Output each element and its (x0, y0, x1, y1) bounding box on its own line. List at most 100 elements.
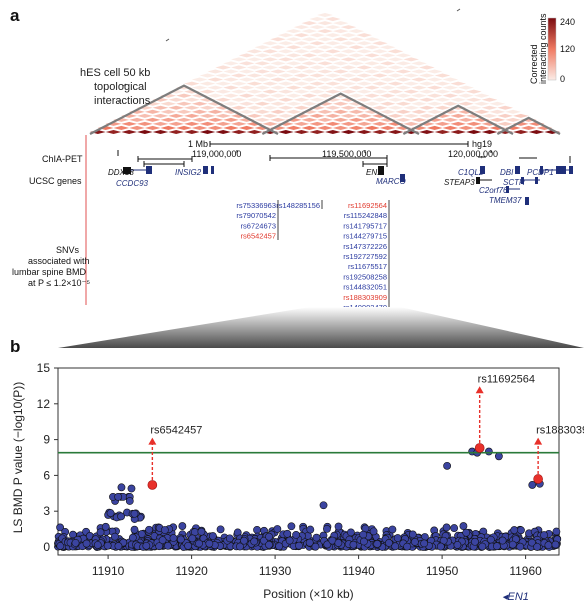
heatmap-cell (340, 129, 357, 134)
en1-marker: ◂EN1 (502, 591, 529, 603)
heatmap-cell (317, 29, 333, 34)
heatmap-cell (332, 85, 349, 90)
heatmap-cell (270, 109, 286, 114)
heatmap-cell (442, 109, 459, 114)
heatmap-cell (199, 89, 216, 94)
data-point (208, 532, 217, 540)
heatmap-cell (301, 21, 318, 26)
data-point (188, 534, 197, 543)
heatmap-cell (270, 45, 286, 50)
heatmap-cell (340, 89, 357, 94)
data-point (283, 529, 292, 538)
data-point (137, 530, 146, 538)
data-point (517, 526, 525, 535)
data-point (334, 539, 343, 547)
heatmap-cell (309, 113, 325, 118)
heatmap-cell (325, 65, 341, 70)
heatmap-cell (215, 65, 231, 70)
heatmap-cell (348, 37, 365, 42)
heatmap-cell (270, 125, 286, 130)
data-point (56, 523, 64, 532)
heatmap-cell (372, 65, 388, 70)
heatmap-cell (254, 69, 271, 74)
data-point (533, 542, 542, 551)
data-point (117, 483, 126, 492)
data-point (552, 527, 561, 536)
heatmap-cell (348, 29, 365, 34)
heatmap-cell (473, 117, 490, 122)
data-point (82, 539, 91, 548)
heatmap-cell (278, 73, 294, 78)
heatmap-cell (372, 89, 388, 94)
heatmap-cell (301, 85, 318, 90)
heatmap-cell (332, 109, 349, 114)
heatmap-cell (168, 97, 184, 102)
heatmap-cell (278, 89, 294, 94)
heatmap-cell (144, 117, 161, 122)
heatmap-cell (309, 73, 325, 78)
heatmap-cell (285, 109, 302, 114)
heatmap-cell (309, 65, 325, 70)
heatmap-cell (309, 81, 325, 86)
heatmap-cell (340, 73, 357, 78)
heatmap-cell (160, 117, 177, 122)
heatmap-cell (317, 61, 333, 66)
heatmap-cell (246, 49, 263, 54)
heatmap-cell (411, 69, 427, 74)
heatmap-cell (372, 73, 388, 78)
heatmap-cell (215, 73, 231, 78)
heatmap-cell (309, 41, 325, 46)
heatmap-cell (113, 125, 130, 130)
heatmap-cell (262, 73, 278, 78)
heatmap-cell (254, 53, 271, 58)
heatmap-cell (497, 121, 513, 126)
heatmap-cell (121, 121, 137, 126)
heatmap-cell (325, 41, 341, 46)
data-point (275, 542, 284, 551)
heatmap-cell (293, 33, 310, 38)
heatmap-cell (293, 97, 310, 102)
heatmap-cell (90, 129, 106, 134)
heatmap-cell (505, 117, 521, 122)
snp-label: rs188303909 (343, 293, 387, 302)
snv-label-line-3: lumbar spine BMD (12, 267, 87, 277)
data-point (319, 501, 328, 510)
heatmap-cell (513, 129, 529, 134)
heatmap-cell (293, 129, 310, 134)
heatmap-cell (419, 105, 435, 110)
heatmap-cell (372, 121, 388, 126)
heatmap-cell (442, 85, 459, 90)
zoom-funnel (58, 307, 584, 348)
heatmap-cell (395, 85, 412, 90)
heatmap-cell (387, 57, 404, 62)
heatmap-cell (184, 129, 200, 134)
heatmap-cell (144, 109, 161, 114)
chia-pet-links (117, 150, 571, 167)
heatmap-cell (184, 105, 200, 110)
y-tick-label: 0 (43, 540, 50, 554)
heatmap-cell (419, 121, 435, 126)
heatmap-cell (419, 129, 435, 134)
heatmap-cell (395, 53, 412, 58)
heatmap-cell (403, 113, 419, 118)
heatmap-cell (426, 109, 443, 114)
heatmap-cell (325, 33, 341, 38)
heatmap-cell (293, 57, 310, 62)
heatmap-cell (426, 125, 443, 130)
gene-c1ql2: C1QL2 (458, 168, 484, 177)
heatmap-cell (144, 125, 161, 130)
heatmap-cell (434, 81, 451, 86)
edge-tick (122, 83, 127, 87)
plot-frame (57, 367, 560, 556)
gene-ccdc93: CCDC93 (116, 179, 149, 188)
heatmap-cell (301, 45, 318, 50)
heatmap-cell (332, 37, 349, 42)
heatmap-cell (152, 121, 169, 126)
heatmap-cell (348, 69, 365, 74)
heatmap-cell (364, 101, 380, 106)
data-point (462, 528, 471, 537)
heatmap-cell (419, 81, 435, 86)
heatmap-cell (262, 121, 278, 126)
data-point (240, 536, 248, 545)
